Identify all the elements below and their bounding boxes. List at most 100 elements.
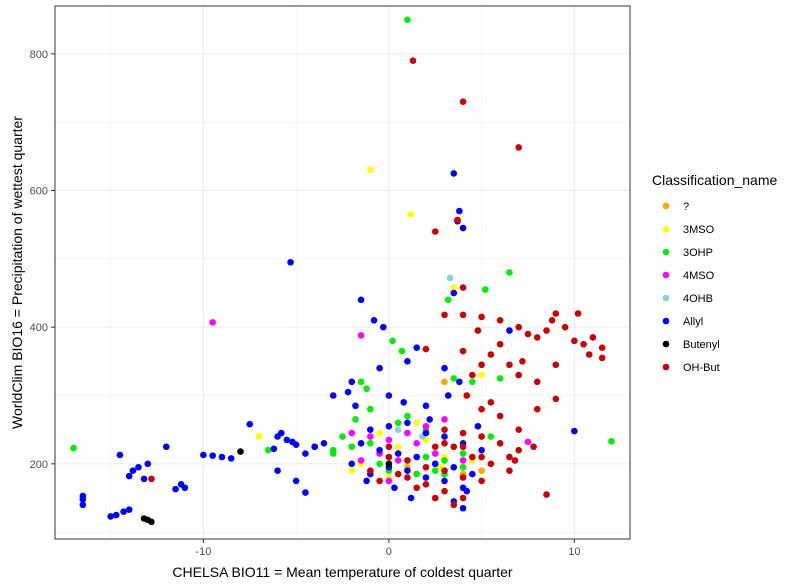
legend: Classification_name ? 3MSO 3OHP 4MSO 4OHB All… (652, 172, 777, 374)
data-point (487, 351, 495, 358)
data-point (454, 216, 461, 224)
data-point (478, 446, 485, 454)
data-point (422, 463, 430, 471)
data-point (456, 378, 463, 386)
data-point (404, 419, 411, 427)
legend-key (662, 294, 670, 302)
data-point (413, 484, 420, 492)
data-point (413, 440, 420, 447)
data-point (367, 433, 374, 440)
data-point (571, 337, 578, 345)
legend-label: Butenyl (683, 339, 720, 351)
data-point (515, 144, 523, 151)
data-point (112, 511, 120, 519)
data-point (277, 429, 285, 437)
data-point (265, 446, 272, 454)
data-point (574, 310, 582, 317)
data-point (200, 451, 207, 459)
data-point (367, 166, 374, 174)
plot-panel-border (54, 5, 631, 540)
data-point (496, 375, 504, 382)
data-point (255, 433, 263, 440)
data-point (506, 327, 513, 334)
data-point (404, 16, 411, 23)
data-point (144, 460, 152, 468)
data-point (463, 392, 471, 399)
data-point (292, 477, 300, 485)
data-point (413, 419, 420, 427)
x-tick-label: 10 (568, 546, 580, 558)
data-point (394, 457, 402, 464)
data-point (302, 489, 309, 496)
data-point (422, 481, 430, 488)
data-point (376, 460, 383, 468)
data-point (385, 443, 393, 451)
data-point (487, 460, 495, 468)
data-point (352, 416, 359, 423)
data-point (459, 463, 467, 471)
data-point (426, 416, 433, 423)
data-point (329, 450, 337, 457)
data-point (107, 513, 114, 520)
data-point (404, 457, 411, 464)
data-point (459, 347, 467, 355)
legend-label: OH-But (683, 362, 720, 374)
data-point (459, 504, 467, 512)
data-point (422, 422, 430, 430)
data-point (478, 477, 485, 485)
data-point (376, 429, 383, 437)
data-point (177, 481, 185, 488)
data-point (422, 474, 430, 481)
data-point (125, 506, 133, 513)
data-point (506, 269, 513, 276)
data-point (478, 433, 485, 440)
data-point (120, 508, 127, 515)
data-point (533, 334, 541, 341)
data-point (422, 429, 430, 437)
data-point (450, 463, 458, 471)
data-point (478, 467, 485, 474)
data-point (400, 399, 408, 406)
data-point (135, 463, 142, 471)
data-point (380, 323, 387, 331)
data-point (394, 419, 402, 427)
data-point (441, 311, 448, 319)
axis-ticks: -10 0 10 200 400 600 800 (30, 49, 581, 558)
data-point (459, 474, 467, 481)
data-point (515, 371, 523, 379)
data-point (450, 501, 458, 509)
data-point (431, 460, 439, 468)
data-point (246, 420, 254, 428)
data-point (404, 412, 411, 420)
data-point (385, 422, 393, 430)
data-point (394, 470, 402, 478)
data-point (209, 452, 216, 459)
data-point (409, 57, 417, 64)
data-point (431, 228, 439, 235)
legend-key (662, 271, 670, 279)
data-point (548, 317, 556, 324)
data-point (348, 378, 356, 386)
data-point (511, 457, 519, 464)
data-point (482, 286, 489, 293)
data-point (367, 440, 374, 447)
data-point (391, 484, 398, 492)
data-point (543, 327, 550, 334)
data-point (450, 284, 458, 291)
data-point (533, 405, 541, 413)
data-point (608, 437, 615, 445)
data-point (469, 453, 476, 461)
data-point (148, 475, 155, 483)
legend-label: 3MSO (683, 224, 715, 236)
data-point (441, 487, 448, 495)
legend-label: ? (683, 201, 689, 213)
data-point (162, 443, 170, 451)
data-point (450, 289, 458, 297)
data-point (552, 395, 560, 403)
data-point (140, 515, 148, 522)
data-point (404, 358, 411, 365)
y-tick-label: 400 (30, 322, 48, 334)
legend-label: Allyl (683, 316, 703, 328)
data-point (209, 319, 216, 326)
